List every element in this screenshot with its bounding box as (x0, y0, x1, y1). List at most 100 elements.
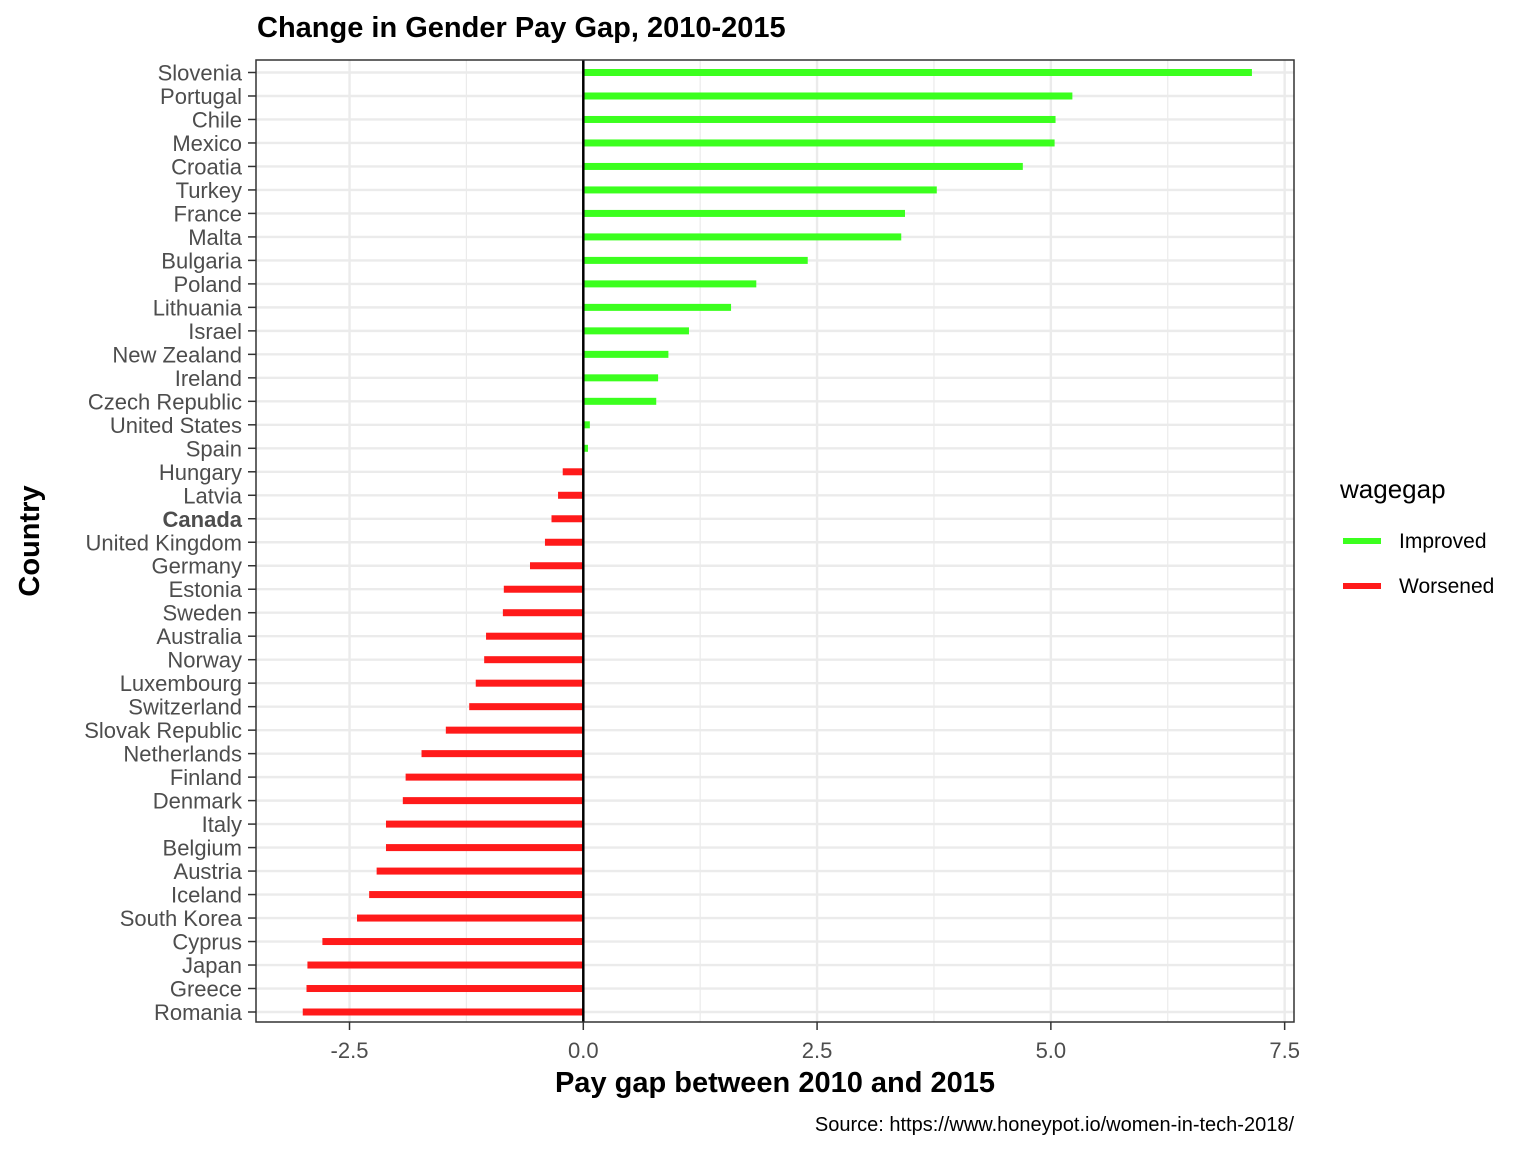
x-tick-label: 0.0 (568, 1038, 599, 1063)
y-tick-label: Greece (170, 977, 242, 1002)
bar-greece (306, 985, 584, 993)
legend-title: wagegap (1339, 474, 1446, 504)
bar-germany (529, 562, 584, 570)
bar-mexico (583, 139, 1055, 147)
y-tick-label: Sweden (162, 601, 242, 626)
bar-france (583, 209, 905, 217)
bar-slovak-republic (445, 726, 584, 734)
x-tick-label: -2.5 (331, 1038, 369, 1063)
y-axis-title: Country (14, 485, 46, 596)
y-tick-label: Norway (167, 648, 242, 673)
x-tick-label: 7.5 (1269, 1038, 1300, 1063)
y-tick-label: Italy (202, 812, 242, 837)
y-tick-label: Latvia (183, 483, 242, 508)
y-tick-label: Finland (170, 765, 242, 790)
y-tick-label: Slovak Republic (84, 718, 242, 743)
y-tick-label: Portugal (160, 84, 242, 109)
y-tick-label: Bulgaria (161, 248, 242, 273)
source-caption: Source: https://www.honeypot.io/women-in… (815, 1114, 1295, 1136)
bar-south-korea (356, 914, 584, 922)
bar-austria (376, 867, 584, 875)
bar-new-zealand (583, 350, 669, 358)
y-tick-label: Czech Republic (88, 389, 242, 414)
bars (302, 69, 1252, 1016)
y-tick-label: New Zealand (112, 342, 242, 367)
y-tick-label: Austria (174, 859, 243, 884)
x-tick-label: 2.5 (802, 1038, 833, 1063)
y-tick-label: France (174, 201, 242, 226)
x-axis-title: Pay gap between 2010 and 2015 (555, 1067, 995, 1099)
bar-norway (484, 656, 584, 664)
chart-title: Change in Gender Pay Gap, 2010-2015 (257, 12, 786, 44)
y-tick-label: Poland (173, 272, 242, 297)
y-tick-label: Chile (192, 107, 242, 132)
y-tick-label: United States (110, 413, 242, 438)
legend-label-worsened: Worsened (1399, 575, 1494, 598)
y-tick-label: Canada (163, 507, 243, 532)
legend-label-improved: Improved (1399, 530, 1487, 553)
y-tick-label: Australia (156, 624, 242, 649)
bar-luxembourg (475, 679, 584, 687)
y-tick-label: Switzerland (128, 695, 242, 720)
bar-united-kingdom (544, 538, 584, 546)
y-tick-label: Luxembourg (120, 671, 242, 696)
y-tick-label: Hungary (159, 460, 242, 485)
y-tick-label: Spain (186, 436, 242, 461)
y-tick-label: Iceland (171, 883, 242, 908)
y-tick-label: Turkey (176, 178, 242, 203)
bar-lithuania (583, 303, 732, 311)
bar-belgium (385, 844, 584, 852)
bar-estonia (503, 585, 584, 593)
bar-poland (583, 280, 757, 288)
y-tick-label: Romania (154, 1000, 243, 1025)
bar-united-states (583, 421, 590, 429)
bar-malta (583, 233, 902, 241)
y-tick-label: Mexico (172, 131, 242, 156)
bar-denmark (402, 797, 584, 805)
bar-switzerland (469, 703, 584, 711)
y-axis-ticks: SloveniaPortugalChileMexicoCroatiaTurkey… (84, 61, 256, 1025)
bar-ireland (583, 374, 659, 382)
y-tick-label: Netherlands (123, 742, 242, 767)
y-tick-label: Slovenia (158, 61, 243, 86)
y-tick-label: Israel (188, 319, 242, 344)
bar-cyprus (322, 938, 584, 946)
bar-croatia (583, 162, 1023, 170)
bar-portugal (583, 92, 1073, 100)
x-axis-ticks: -2.5 0.0 2.5 5.0 7.5 (331, 1022, 1300, 1063)
y-tick-label: South Korea (120, 906, 243, 931)
y-tick-label: Estonia (169, 577, 243, 602)
bar-finland (405, 773, 584, 781)
bar-canada (551, 515, 584, 523)
y-tick-label: United Kingdom (85, 530, 242, 555)
bar-australia (486, 632, 584, 640)
y-tick-label: Malta (188, 225, 243, 250)
bar-latvia (558, 491, 584, 499)
bar-turkey (583, 186, 937, 194)
y-tick-label: Denmark (153, 789, 243, 814)
legend: wagegap Improved Worsened (1339, 474, 1494, 598)
bar-spain (583, 444, 588, 452)
y-tick-label: Cyprus (172, 930, 242, 955)
y-tick-label: Germany (152, 554, 242, 579)
bar-romania (302, 1008, 584, 1016)
bar-netherlands (421, 750, 584, 758)
x-tick-label: 5.0 (1036, 1038, 1067, 1063)
y-tick-label: Japan (182, 953, 242, 978)
bar-sweden (502, 609, 584, 617)
bar-italy (385, 820, 584, 828)
bar-iceland (369, 891, 584, 899)
bar-slovenia (583, 69, 1252, 76)
bar-hungary (562, 468, 584, 476)
panel-border (255, 59, 1295, 1023)
y-tick-label: Belgium (163, 836, 242, 861)
bar-japan (307, 961, 584, 969)
bar-czech-republic (583, 397, 657, 405)
bar-chile (583, 115, 1056, 123)
bar-bulgaria (583, 256, 808, 264)
bar-israel (583, 327, 689, 335)
panel-background (256, 60, 1294, 1022)
y-tick-label: Croatia (171, 154, 243, 179)
y-tick-label: Ireland (175, 366, 242, 391)
